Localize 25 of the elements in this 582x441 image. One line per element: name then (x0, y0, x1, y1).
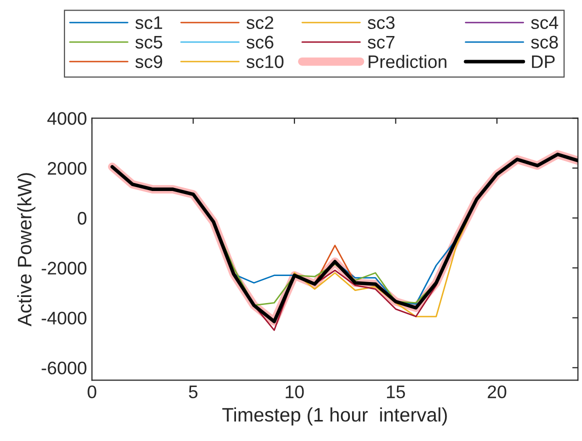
y-tick-label: -2000 (42, 262, 86, 275)
x-tick-label: 15 (387, 386, 405, 398)
legend-label: sc10 (246, 55, 284, 68)
x-axis-title: Timestep (1 hour interval) (222, 407, 447, 426)
y-tick-label: -6000 (42, 362, 86, 374)
legend-label: sc8 (531, 36, 558, 49)
y-tick-label: 4000 (47, 112, 86, 125)
legend-label: sc2 (246, 16, 274, 30)
y-tick-label: 2000 (48, 162, 86, 175)
legend-label: DP (532, 56, 555, 68)
y-axis-title: Active Power(kW) (17, 173, 36, 326)
y-tick-label: -4000 (42, 312, 86, 324)
legend-label: sc1 (135, 16, 162, 30)
legend-label: sc5 (135, 36, 162, 49)
legend-label: sc3 (368, 16, 395, 30)
legend-label: sc7 (368, 36, 394, 49)
legend-label: sc6 (246, 36, 274, 49)
legend-label: Prediction (368, 54, 446, 68)
legend-label: sc9 (135, 55, 162, 68)
legend-label: sc4 (531, 16, 558, 30)
y-tick-label: 0 (78, 212, 86, 225)
x-tick-label: 5 (188, 386, 198, 398)
x-tick-label: 20 (488, 385, 506, 398)
x-tick-label: 0 (88, 385, 96, 398)
x-tick-label: 10 (286, 385, 304, 398)
